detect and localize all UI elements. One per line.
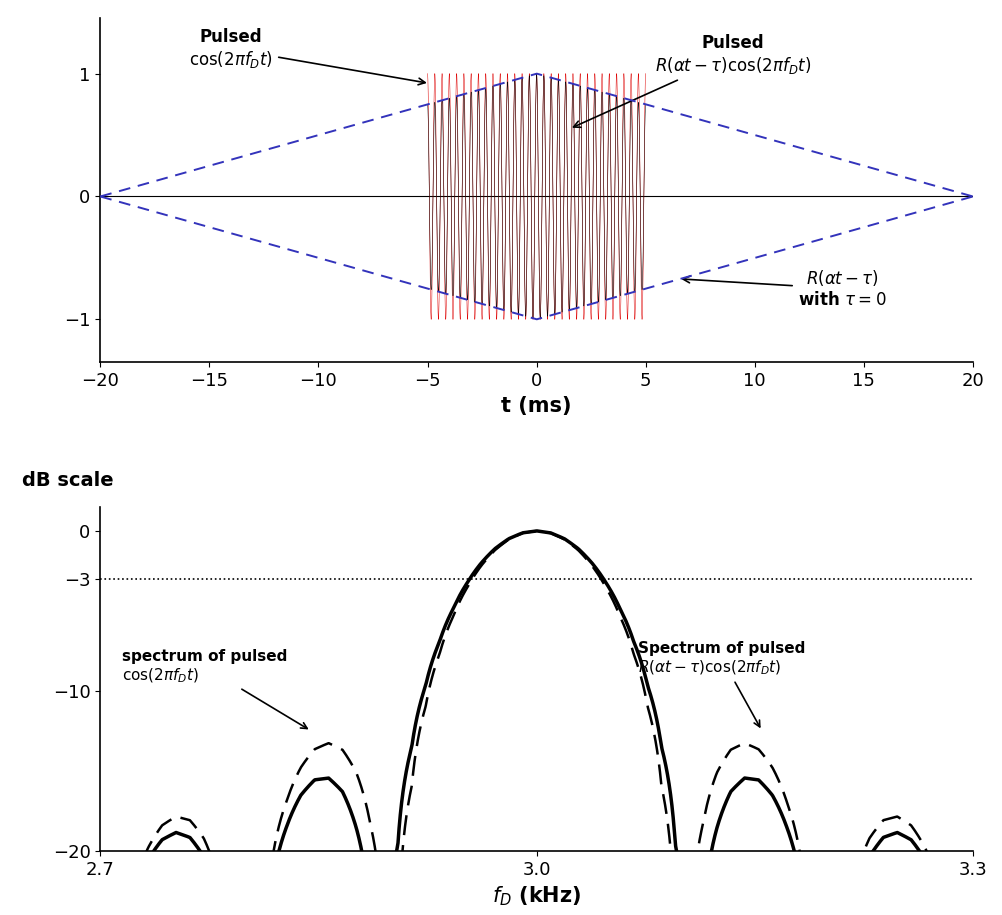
Text: $R(\alpha t-\tau)$
with $\tau=0$: $R(\alpha t-\tau)$ with $\tau=0$ [682,268,886,309]
Text: spectrum of pulsed
$\cos(2\pi f_D t)$: spectrum of pulsed $\cos(2\pi f_D t)$ [122,649,307,728]
Text: Spectrum of pulsed
$R(\alpha t-\tau)\cos(2\pi f_D t)$: Spectrum of pulsed $R(\alpha t-\tau)\cos… [637,640,805,727]
X-axis label: t (ms): t (ms) [501,395,571,415]
Text: dB scale: dB scale [22,470,113,490]
Text: Pulsed
$\cos(2\pi f_D t)$: Pulsed $\cos(2\pi f_D t)$ [189,28,425,85]
Text: Pulsed
$R(\alpha t-\tau)\cos(2\pi f_D t)$: Pulsed $R(\alpha t-\tau)\cos(2\pi f_D t)… [573,34,811,127]
X-axis label: $f_D$ (kHz): $f_D$ (kHz) [492,884,580,908]
